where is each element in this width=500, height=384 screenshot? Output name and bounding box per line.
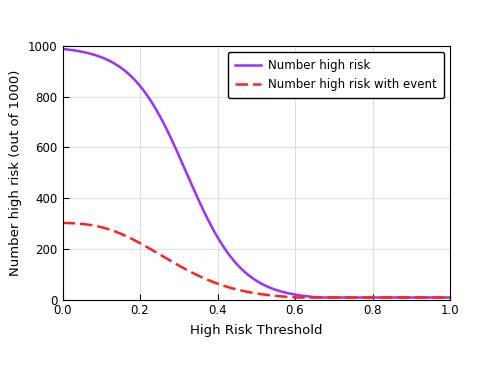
Legend: Number high risk, Number high risk with event: Number high risk, Number high risk with …	[228, 52, 444, 98]
Number high risk with event	[326, 295, 332, 300]
X-axis label: High Risk Threshold: High Risk Threshold	[190, 324, 322, 337]
Line: Number high risk: Number high risk	[62, 49, 450, 298]
Number high risk with event	[294, 295, 300, 300]
Number high risk with event	[60, 220, 66, 225]
Number high risk	[369, 295, 375, 300]
Number high risk	[60, 46, 66, 51]
Number high risk with event	[230, 286, 236, 291]
Number high risk	[99, 55, 105, 60]
Number high risk	[317, 295, 323, 300]
Y-axis label: Number high risk (out of 1000): Number high risk (out of 1000)	[10, 70, 22, 276]
Number high risk	[216, 238, 222, 242]
Number high risk	[447, 295, 453, 300]
Number high risk	[230, 258, 236, 262]
Number high risk	[326, 295, 332, 300]
Line: Number high risk with event: Number high risk with event	[62, 223, 450, 298]
Number high risk with event	[362, 295, 368, 300]
Number high risk	[362, 295, 368, 300]
Number high risk with event	[216, 282, 222, 286]
Number high risk with event	[369, 295, 375, 300]
Number high risk with event	[447, 295, 453, 300]
Number high risk with event	[99, 225, 105, 230]
